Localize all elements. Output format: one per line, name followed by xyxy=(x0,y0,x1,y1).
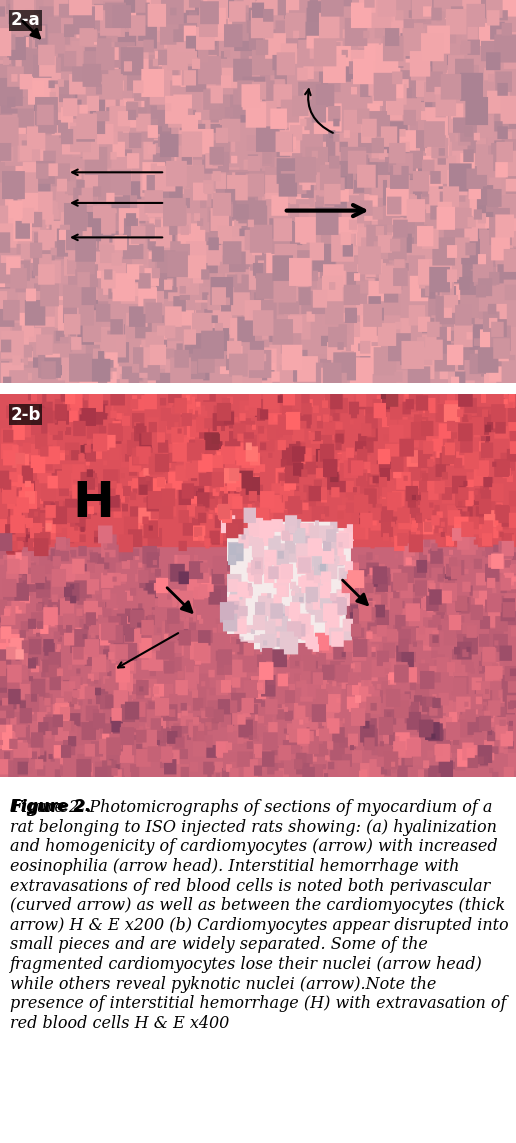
Text: H: H xyxy=(72,479,114,527)
Text: Figure 2. Photomicrographs of sections of myocardium of a rat belonging to ISO i: Figure 2. Photomicrographs of sections o… xyxy=(10,799,509,1032)
Text: 2-a: 2-a xyxy=(10,11,40,30)
Text: 2-b: 2-b xyxy=(10,406,41,424)
Text: Figure 2.: Figure 2. xyxy=(10,799,91,814)
Text: Figure 2.: Figure 2. xyxy=(10,799,91,816)
